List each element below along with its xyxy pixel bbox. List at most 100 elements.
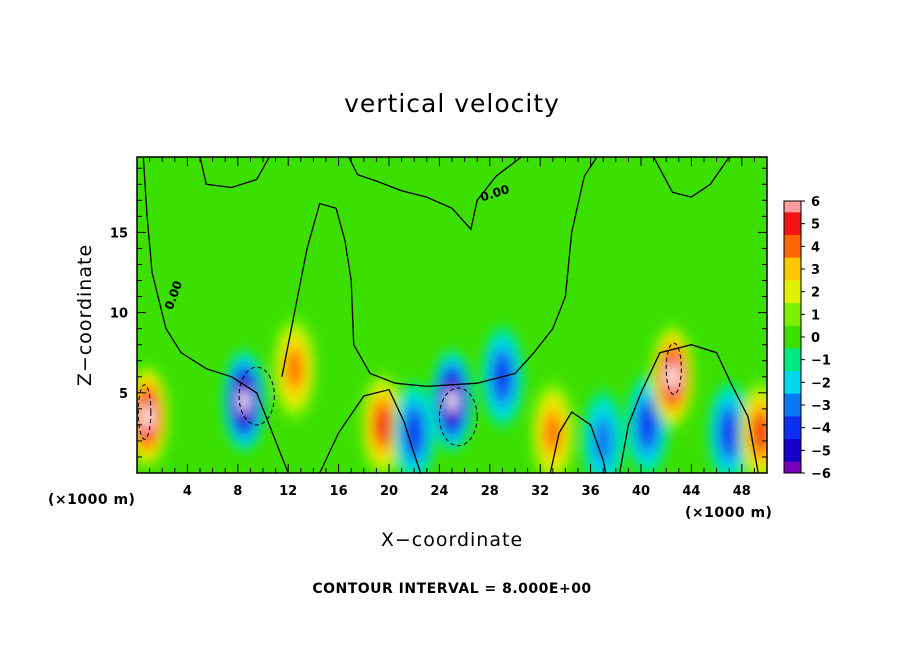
colorbar-bin: [784, 427, 801, 440]
colorbar-bin: [784, 405, 801, 417]
field-feature: [581, 389, 625, 473]
zero-contours: 0.000.00: [137, 157, 759, 473]
field-level: [239, 390, 249, 412]
field-level: [667, 365, 678, 388]
colorbar-bin: [784, 235, 801, 247]
zero-contour-line: [142, 157, 289, 473]
x-tick-label: 12: [279, 484, 297, 499]
colorbar-tick-label: 4: [811, 240, 820, 255]
colorbar-bin: [784, 246, 801, 258]
x-tick-label: 28: [481, 484, 499, 499]
velocity-field: [137, 317, 767, 473]
field-feature: [625, 373, 669, 473]
x-unit-left: (×1000 m): [48, 492, 135, 508]
x-unit-right: (×1000 m): [685, 505, 772, 521]
colorbar-bin: [784, 461, 801, 474]
colorbar-tick-label: −6: [811, 467, 831, 482]
field-feature: [707, 381, 751, 473]
y-axis: 5 10 15: [110, 167, 767, 458]
colorbar-bin: [784, 257, 801, 270]
y-tick-label: 5: [119, 387, 128, 402]
field-feature: [739, 381, 767, 473]
zero-contour-line: [199, 157, 270, 189]
zero-contour-line: [348, 157, 522, 231]
field-level: [142, 406, 152, 428]
zero-contour-line: [319, 388, 422, 473]
colorbar-bin: [784, 439, 801, 451]
x-tick-label: 36: [582, 484, 600, 499]
zero-contour-line: [549, 411, 607, 473]
colorbar-bin: [784, 337, 801, 349]
x-tick-label: 44: [682, 484, 700, 499]
x-axis-label: X−coordinate: [381, 529, 523, 551]
negative-contour-line: [137, 384, 152, 440]
colorbar-bin: [784, 382, 801, 394]
colorbar-tick-label: 1: [811, 308, 820, 323]
x-tick-label: 20: [380, 484, 398, 499]
x-tick-label: 8: [233, 484, 242, 499]
y-axis-label: Z−coordinate: [74, 244, 96, 386]
field-feature: [430, 349, 474, 453]
colorbar-tick-label: 0: [811, 331, 820, 346]
colorbar-bin: [784, 303, 801, 315]
colorbar-tick-label: 5: [811, 218, 820, 233]
colorbar-bin: [784, 314, 801, 326]
colorbar: 6 5 4 3 2 1 0 −1 −2 −3 −4 −5 −6: [783, 195, 831, 482]
x-tick-label: 40: [632, 484, 650, 499]
chart-title: vertical velocity: [344, 89, 560, 118]
field-feature: [392, 381, 436, 473]
zero-contour-line: [281, 157, 598, 388]
x-tick-label: 4: [183, 484, 192, 499]
field-feature: [137, 365, 169, 469]
y-tick-label: 10: [110, 307, 128, 322]
colorbar-tick-label: 3: [811, 263, 820, 278]
contour-interval-note: CONTOUR INTERVAL = 8.000E+00: [312, 581, 591, 597]
field-feature: [273, 317, 316, 421]
zero-contour-line: [653, 157, 730, 198]
field-feature: [222, 349, 266, 453]
field-level: [287, 350, 302, 387]
colorbar-bin: [784, 223, 801, 236]
plot-area: 0.000.00: [137, 157, 767, 473]
colorbar-bin: [784, 450, 801, 462]
field-level: [376, 410, 389, 440]
y-tick-label: 15: [110, 226, 128, 241]
colorbar-tick-label: 2: [811, 286, 820, 301]
colorbar-bin: [784, 393, 801, 406]
colorbar-bin: [784, 371, 801, 383]
field-feature: [361, 373, 405, 473]
colorbar-tick-label: −1: [811, 354, 831, 369]
negative-contour-line: [665, 342, 682, 395]
colorbar-bin: [784, 359, 801, 372]
negative-contour-line: [438, 387, 478, 447]
x-tick-label: 32: [531, 484, 549, 499]
colorbar-bin: [784, 269, 801, 281]
colorbar-bin: [784, 201, 801, 213]
colorbar-tick-label: −5: [811, 444, 831, 459]
colorbar-bin: [784, 280, 801, 292]
field-level: [447, 390, 457, 412]
field-level: [593, 418, 613, 464]
field-level: [754, 418, 767, 448]
colorbar-bin: [784, 325, 801, 338]
field-level: [721, 415, 737, 451]
colorbar-bin: [784, 291, 801, 304]
field-feature: [651, 325, 694, 429]
field-level: [545, 415, 561, 451]
colorbar-tick-label: −3: [811, 399, 831, 414]
colorbar-tick-label: −2: [811, 376, 831, 391]
field-level: [639, 407, 655, 443]
colorbar-bin: [784, 416, 801, 428]
colorbar-tick-label: 6: [811, 195, 820, 210]
field-level: [406, 415, 422, 451]
x-tick-label: 16: [330, 484, 348, 499]
zero-contour-line: [618, 344, 759, 473]
x-tick-label: 48: [733, 484, 751, 499]
colorbar-bin: [784, 212, 801, 224]
field-feature: [531, 381, 575, 473]
colorbar-tick-label: −4: [811, 422, 831, 437]
x-axis: 4 8 12 16 20 24 28 32 36 40 44 48: [149, 157, 755, 499]
x-tick-label: 24: [430, 484, 448, 499]
negative-contour-line: [238, 366, 275, 426]
